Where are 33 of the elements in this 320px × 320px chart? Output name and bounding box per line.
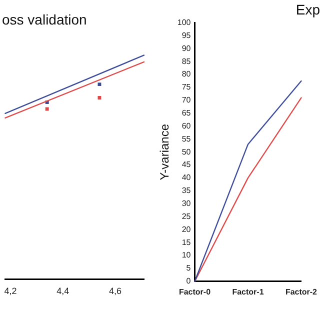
point xyxy=(98,96,102,100)
x-tick-label: 4,4 xyxy=(56,286,70,296)
y-tick-label: 0 xyxy=(186,276,192,286)
point xyxy=(98,82,102,86)
chart-title: Exp xyxy=(296,1,320,18)
y-tick-label: 50 xyxy=(182,147,192,156)
y-tick-label: 65 xyxy=(182,108,192,118)
y-tick-label: 40 xyxy=(182,173,192,182)
x-tick-label: 4,2 xyxy=(4,286,17,296)
y-tick-label: 90 xyxy=(182,44,192,53)
y-tick-label: 60 xyxy=(182,121,192,130)
y-tick-label: 15 xyxy=(182,238,192,247)
y-tick-label: 95 xyxy=(182,30,192,40)
x-tick-label: Factor-0 xyxy=(178,287,212,296)
y-tick-label: 45 xyxy=(182,160,192,170)
x-tick-label: Factor-2 xyxy=(285,287,318,296)
y-tick-label: 35 xyxy=(182,186,192,196)
y-tick-label: 25 xyxy=(182,212,192,221)
y-tick-label: 10 xyxy=(182,250,192,260)
point xyxy=(45,107,49,111)
y-tick-label: 30 xyxy=(182,199,192,208)
y-tick-label: 75 xyxy=(182,82,192,92)
y-tick-label: 55 xyxy=(182,134,192,144)
y-tick-label: 100 xyxy=(177,18,192,28)
y-tick-label: 5 xyxy=(186,264,192,273)
y-tick-label: 70 xyxy=(182,96,192,105)
y-axis-title: Y-variance xyxy=(158,124,172,180)
x-tick-label: 4,6 xyxy=(108,286,122,296)
y-tick-label: 80 xyxy=(182,70,192,79)
y-tick-label: 20 xyxy=(182,224,192,234)
y-tick-label: 85 xyxy=(182,56,192,66)
chart-title: oss validation xyxy=(2,11,87,28)
x-tick-label: Factor-1 xyxy=(232,287,264,296)
